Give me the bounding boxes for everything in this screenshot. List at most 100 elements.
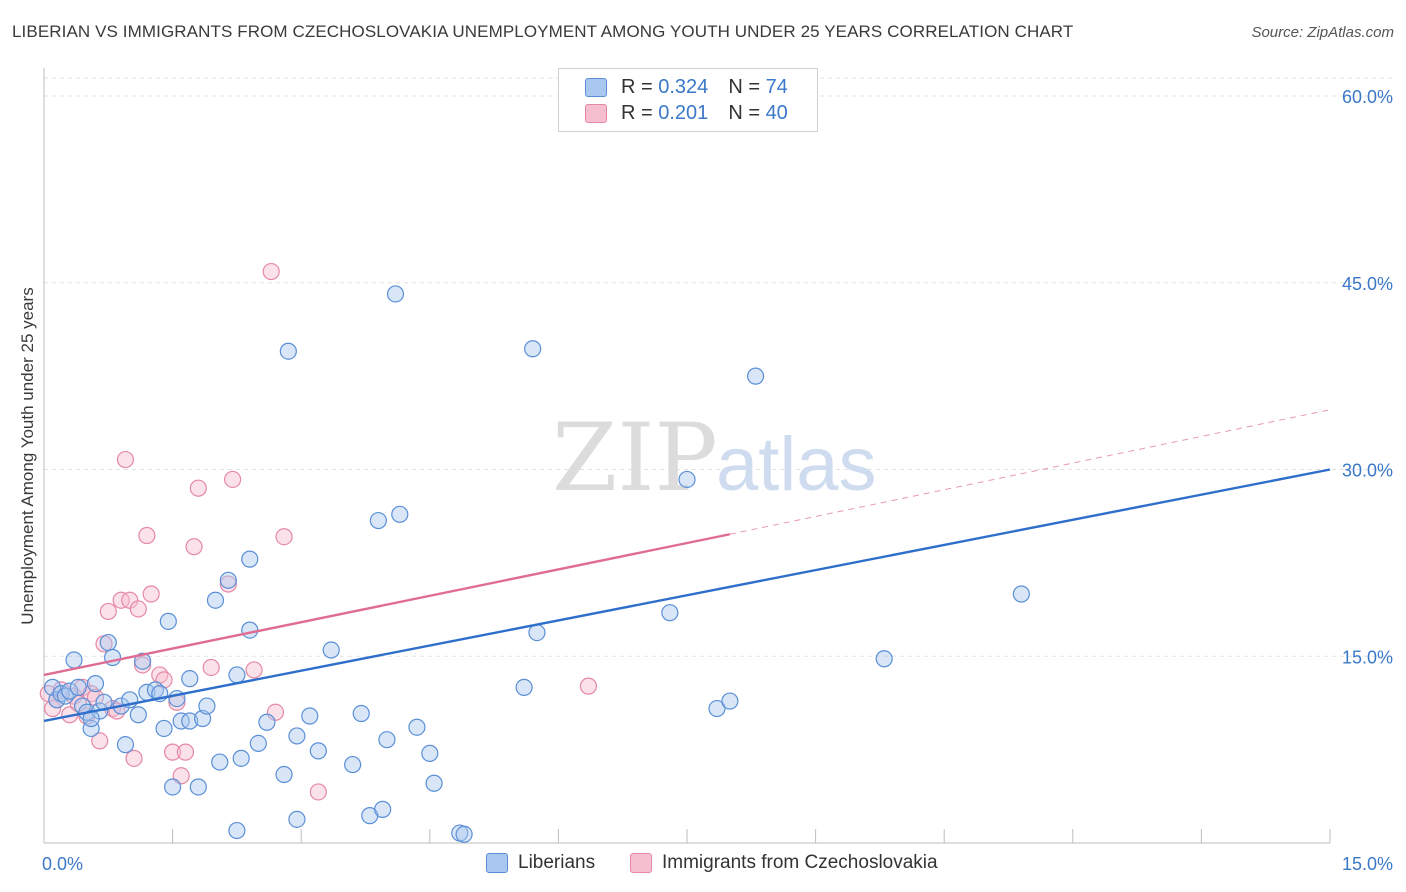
data-point-czechoslovakia bbox=[224, 470, 242, 489]
data-point-liberians bbox=[425, 774, 443, 792]
x-tick-label: 0.0% bbox=[42, 854, 83, 874]
data-point-liberians bbox=[228, 821, 246, 840]
data-point-liberians bbox=[875, 650, 893, 668]
data-point-liberians bbox=[352, 704, 370, 723]
legend-swatch-pink bbox=[630, 853, 652, 873]
data-point-liberians bbox=[288, 727, 306, 745]
watermark-atlas: atlas bbox=[716, 422, 877, 507]
trend-line-czechoslovakia-extension bbox=[729, 409, 1331, 535]
data-point-liberians bbox=[181, 712, 199, 730]
data-point-liberians bbox=[421, 744, 439, 762]
data-point-liberians bbox=[322, 641, 340, 659]
legend-r-value: 0.324 bbox=[658, 75, 709, 98]
data-point-czechoslovakia bbox=[73, 678, 92, 696]
y-tick-label: 60.0% bbox=[1342, 87, 1393, 107]
legend-swatch-blue bbox=[486, 853, 508, 873]
data-point-czechoslovakia bbox=[91, 732, 109, 750]
data-point-liberians bbox=[275, 765, 293, 784]
data-point-czechoslovakia bbox=[142, 585, 160, 603]
y-tick-label: 30.0% bbox=[1342, 461, 1393, 481]
series-czechoslovakia-points bbox=[39, 262, 598, 801]
data-point-czechoslovakia bbox=[164, 743, 182, 761]
data-point-czechoslovakia bbox=[86, 688, 105, 706]
data-point-liberians bbox=[1012, 585, 1030, 603]
legend-n-value: 74 bbox=[765, 75, 788, 98]
bottom-legend-liberians: Liberians bbox=[486, 852, 595, 874]
data-point-liberians bbox=[99, 633, 117, 652]
legend-swatch-pink bbox=[585, 103, 607, 123]
data-point-liberians bbox=[164, 778, 182, 796]
data-point-liberians bbox=[279, 342, 297, 360]
data-point-czechoslovakia bbox=[202, 658, 220, 677]
watermark-zip: ZIP bbox=[552, 404, 718, 513]
data-point-liberians bbox=[241, 621, 259, 639]
legend-r-label: R = bbox=[621, 75, 653, 98]
data-point-czechoslovakia bbox=[43, 699, 62, 718]
data-point-czechoslovakia bbox=[176, 743, 195, 761]
data-point-liberians bbox=[198, 697, 216, 715]
data-point-czechoslovakia bbox=[125, 749, 143, 767]
y-tick-label: 45.0% bbox=[1342, 274, 1393, 294]
y-axis-label: Unemployment Among Youth under 25 years bbox=[18, 287, 37, 625]
grid-lines bbox=[44, 77, 1392, 657]
trend-lines bbox=[43, 409, 1331, 723]
legend-row-czechoslovakia: R = 0.201 N = 40 bbox=[585, 102, 788, 124]
trend-line-liberians bbox=[43, 468, 1331, 723]
data-point-liberians bbox=[181, 670, 199, 688]
chart-source: Source: ZipAtlas.com bbox=[1251, 24, 1394, 41]
data-point-czechoslovakia bbox=[189, 479, 207, 497]
data-point-czechoslovakia bbox=[99, 602, 117, 621]
bottom-legend-czechoslovakia: Immigrants from Czechoslovakia bbox=[630, 852, 938, 874]
data-point-liberians bbox=[82, 709, 100, 728]
legend-n-value: 40 bbox=[765, 101, 788, 124]
data-point-liberians bbox=[86, 675, 105, 693]
data-point-czechoslovakia bbox=[121, 591, 139, 609]
axes bbox=[43, 68, 1331, 844]
watermark: ZIP atlas bbox=[552, 404, 877, 513]
data-point-liberians bbox=[661, 604, 679, 622]
tick-labels: 15.0% 30.0% 45.0% 60.0% 0.0% 15.0% bbox=[42, 87, 1393, 874]
y-tick-label: 15.0% bbox=[1342, 647, 1393, 667]
legend-swatch-blue bbox=[585, 77, 607, 97]
data-point-liberians bbox=[206, 591, 225, 609]
data-point-liberians bbox=[524, 340, 542, 358]
data-point-liberians bbox=[378, 731, 396, 749]
data-point-liberians bbox=[258, 713, 276, 731]
data-point-liberians bbox=[159, 612, 177, 630]
correlation-legend: R = 0.324 N = 74 R = 0.201 N = 40 bbox=[558, 68, 818, 132]
data-point-liberians bbox=[82, 719, 100, 738]
legend-n-label: N = bbox=[728, 101, 760, 124]
data-point-liberians bbox=[155, 719, 173, 738]
data-point-czechoslovakia bbox=[262, 262, 280, 281]
data-point-czechoslovakia bbox=[245, 661, 263, 679]
data-point-czechoslovakia bbox=[116, 450, 135, 469]
data-point-liberians bbox=[386, 285, 405, 303]
data-point-liberians bbox=[129, 706, 147, 724]
data-point-liberians bbox=[344, 755, 362, 774]
data-point-czechoslovakia bbox=[185, 538, 203, 556]
data-point-liberians bbox=[288, 810, 306, 828]
data-point-czechoslovakia bbox=[138, 526, 156, 545]
data-point-liberians bbox=[189, 778, 207, 796]
data-point-liberians bbox=[528, 623, 546, 642]
legend-label-liberians: Liberians bbox=[518, 852, 596, 873]
data-point-liberians bbox=[708, 699, 726, 718]
data-point-liberians bbox=[241, 550, 259, 568]
data-point-liberians bbox=[116, 736, 135, 754]
data-point-liberians bbox=[369, 511, 387, 530]
data-point-liberians bbox=[455, 825, 473, 843]
series-liberians-points bbox=[43, 285, 1030, 843]
data-point-liberians bbox=[228, 666, 246, 684]
data-point-liberians bbox=[133, 652, 152, 670]
data-point-czechoslovakia bbox=[219, 575, 237, 593]
data-point-czechoslovakia bbox=[579, 677, 598, 695]
data-point-liberians bbox=[219, 571, 237, 589]
legend-n-label: N = bbox=[728, 75, 760, 98]
data-point-liberians bbox=[301, 707, 319, 725]
legend-row-liberians: R = 0.324 N = 74 bbox=[585, 76, 788, 98]
data-point-czechoslovakia bbox=[129, 600, 147, 618]
legend-r-value: 0.201 bbox=[658, 101, 709, 124]
data-point-liberians bbox=[249, 734, 267, 753]
data-point-liberians bbox=[309, 742, 327, 760]
